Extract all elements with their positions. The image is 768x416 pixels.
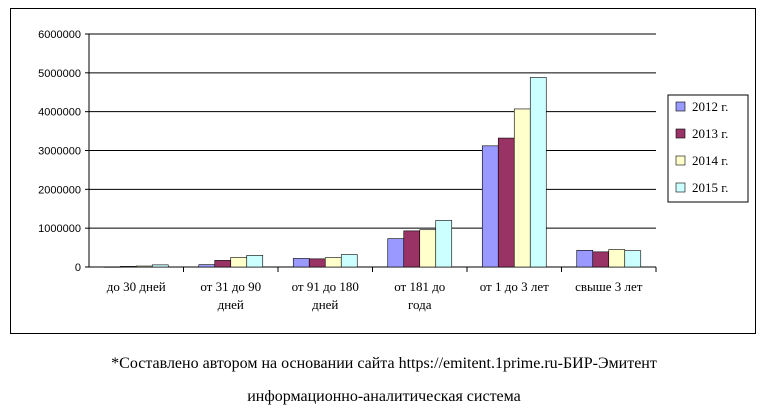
y-tick-label: 6000000 <box>38 29 81 41</box>
category-label: от 1 до 3 лет <box>480 279 549 294</box>
bar <box>419 229 437 268</box>
y-tick-label: 5000000 <box>38 68 81 80</box>
bar <box>592 251 610 268</box>
bar-chart: 0 1000000 2000000 3000000 4000000 5000000 6000… <box>38 29 749 312</box>
bar <box>624 250 642 268</box>
legend-label: 2013 г. <box>692 126 728 141</box>
category-label: свыше 3 лет <box>575 279 643 294</box>
bar <box>198 264 216 268</box>
bar <box>324 257 342 268</box>
legend-swatch <box>675 155 686 166</box>
legend-label: 2015 г. <box>692 180 728 195</box>
category-label: от 31 до 90 дней <box>200 279 261 312</box>
bar <box>214 260 232 268</box>
category-label: от 91 до 180 дней <box>292 279 359 312</box>
bar <box>387 238 405 268</box>
bar <box>308 258 326 268</box>
bar <box>119 266 137 268</box>
chart-frame: 0 1000000 2000000 3000000 4000000 5000000 6000… <box>10 8 756 334</box>
bar <box>481 145 499 268</box>
bar <box>230 256 248 268</box>
bar <box>497 137 515 268</box>
source-caption-line-1: *Составлено автором на основании сайта h… <box>111 355 657 372</box>
legend-label: 2014 г. <box>692 153 728 168</box>
bar <box>576 250 594 268</box>
y-tick-label: 1000000 <box>38 223 81 235</box>
legend-label: 2012 г. <box>692 99 728 114</box>
y-tick-label: 2000000 <box>38 184 81 196</box>
bar <box>103 266 121 268</box>
source-caption-line-2: информационно-аналитическая система <box>247 388 521 405</box>
bar <box>529 77 547 268</box>
bar <box>340 254 358 268</box>
legend-swatch <box>675 101 686 112</box>
bar <box>135 265 153 268</box>
y-tick-label: 0 <box>75 262 81 274</box>
bar <box>292 258 310 268</box>
category-label: от 181 до года <box>394 279 445 312</box>
bar <box>435 220 453 268</box>
bar <box>151 264 169 268</box>
category-label: до 30 дней <box>107 279 166 294</box>
bar <box>513 108 531 268</box>
legend-swatch <box>675 182 686 193</box>
bar <box>608 249 626 268</box>
legend-swatch <box>675 128 686 139</box>
bar <box>246 255 264 268</box>
y-tick-label: 4000000 <box>38 107 81 119</box>
bar <box>403 230 421 268</box>
y-tick-label: 3000000 <box>38 146 81 158</box>
